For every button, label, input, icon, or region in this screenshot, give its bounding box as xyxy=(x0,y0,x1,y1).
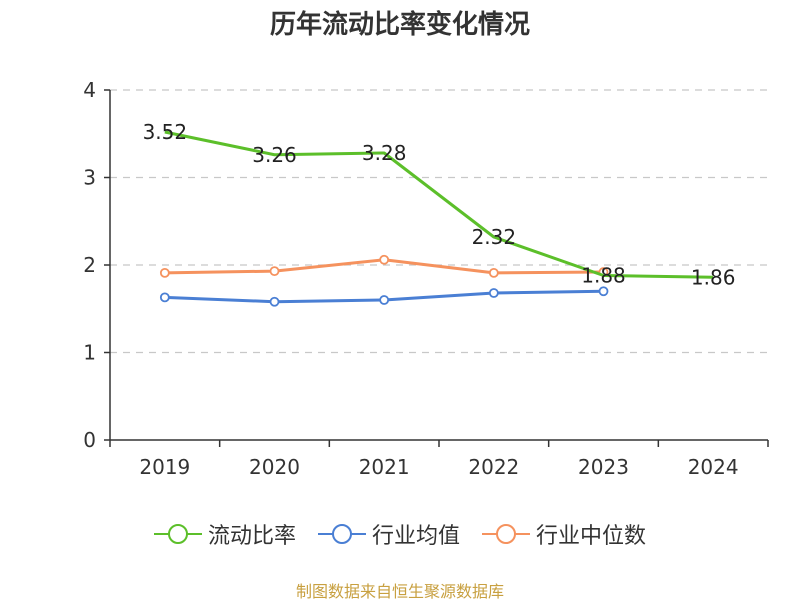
data-point xyxy=(488,267,499,278)
legend-marker-icon xyxy=(482,522,530,546)
grid-layer xyxy=(110,89,768,354)
y-tick-label: 1 xyxy=(83,341,96,365)
axis-layer: 0 1 2 3 4 2019 2020 2021 2022 2023 2024 xyxy=(83,78,769,479)
legend-item[interactable]: 行业均值 xyxy=(317,518,460,550)
data-point xyxy=(159,267,170,278)
data-point xyxy=(269,296,280,307)
data-label: 1.86 xyxy=(691,265,736,289)
legend-marker-icon xyxy=(317,522,366,546)
data-label: 3.52 xyxy=(143,120,188,144)
data-label: 1.88 xyxy=(581,264,626,288)
y-tick-label: 4 xyxy=(83,78,96,102)
x-tick-label: 2020 xyxy=(249,455,300,479)
x-tick-label: 2022 xyxy=(468,455,519,479)
x-tick-label: 2023 xyxy=(578,455,629,479)
data-label: 3.26 xyxy=(252,143,297,167)
data-point xyxy=(379,295,390,305)
data-point xyxy=(379,254,390,265)
data-point xyxy=(488,288,499,298)
y-tick-label: 0 xyxy=(83,428,96,452)
y-tick-label: 2 xyxy=(83,253,96,277)
legend-item[interactable]: 行业中位数 xyxy=(482,518,646,550)
legend: 流动比率 行业均值 行业中位数 xyxy=(0,518,800,550)
legend-label: 行业中位数 xyxy=(536,524,647,549)
data-label: 2.32 xyxy=(472,225,517,249)
data-point xyxy=(269,266,280,277)
data-label: 3.28 xyxy=(362,141,407,165)
chart-title: 历年流动比率变化情况 xyxy=(269,10,530,40)
x-tick-label: 2021 xyxy=(359,455,410,479)
data-source-note: 制图数据来自恒生聚源数据库 xyxy=(295,582,504,601)
x-tick-label: 2019 xyxy=(139,455,190,479)
data-point xyxy=(159,292,170,303)
legend-label: 行业均值 xyxy=(371,524,460,549)
legend-marker-icon xyxy=(153,522,202,546)
y-tick-label: 3 xyxy=(83,166,96,190)
legend-label: 流动比率 xyxy=(207,524,296,549)
x-tick-label: 2024 xyxy=(688,455,739,479)
label-layer: 3.52 3.26 3.28 2.32 1.88 1.86 xyxy=(143,120,736,289)
legend-item[interactable]: 流动比率 xyxy=(153,518,296,550)
series-line xyxy=(164,130,714,279)
series-layer xyxy=(159,130,714,307)
data-point xyxy=(598,286,609,297)
